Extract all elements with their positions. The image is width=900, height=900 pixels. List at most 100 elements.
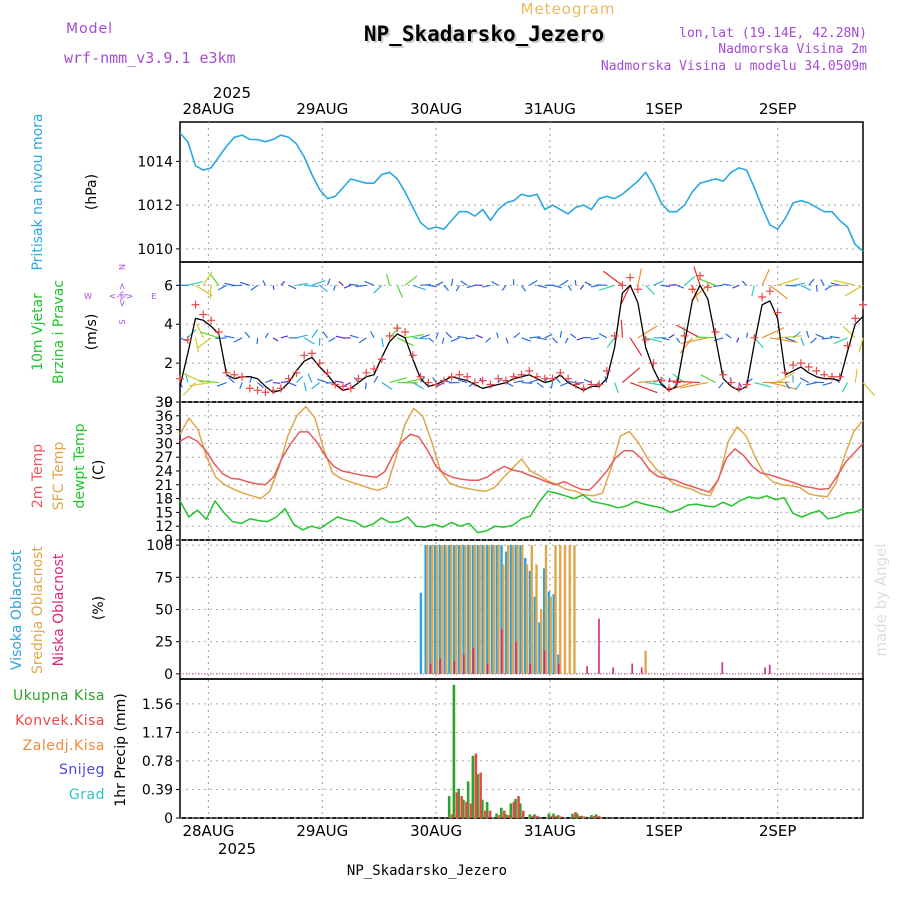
wind-arrow	[575, 381, 584, 384]
wind-arrow	[833, 337, 848, 345]
wind-gust-mark	[455, 370, 464, 379]
precip-bar	[471, 755, 475, 818]
wind-gust-mark	[680, 331, 689, 340]
cloud-bar	[486, 545, 489, 674]
cloud-bar	[476, 545, 480, 674]
wind-arrow	[745, 332, 749, 338]
top-day-label: 28AUG	[182, 100, 234, 118]
wind-arrow	[544, 333, 553, 339]
wind-gust-mark	[323, 368, 332, 377]
cloud-bar	[514, 545, 517, 674]
cloud-bar	[554, 545, 557, 674]
wind-arrow	[196, 323, 204, 339]
temp-ylabel: (C)	[91, 460, 107, 481]
wind-arrow	[829, 335, 840, 339]
wind-arrow	[645, 284, 655, 295]
wind-arrow	[761, 327, 785, 339]
cloud-bar	[552, 594, 555, 674]
wind-arrow	[584, 281, 592, 286]
wind-arrow	[629, 381, 658, 394]
wind-gust-mark	[331, 380, 340, 389]
wind-arrow	[661, 337, 670, 341]
cloud-bar	[543, 568, 546, 674]
wind-gust-mark	[370, 364, 379, 373]
wind-gust-mark	[385, 331, 394, 340]
cloud-bar	[505, 551, 508, 674]
wind-arrow	[629, 337, 643, 357]
wind-gust-mark	[827, 372, 836, 381]
pressure-ylabel: (hPa)	[84, 174, 100, 210]
precip-bar	[517, 796, 520, 818]
wind-arrow	[420, 376, 426, 383]
wind-arrow	[280, 280, 286, 286]
precip-bar	[583, 816, 587, 818]
precip-bar	[495, 813, 498, 818]
wind-arrow	[501, 284, 507, 291]
wind-gust-mark	[253, 386, 262, 395]
wind-arrow	[606, 337, 616, 348]
wind-arrow	[738, 382, 742, 388]
precip-bar	[536, 815, 539, 818]
wind-arrow	[751, 285, 755, 297]
wind-gust-mark	[548, 374, 557, 383]
precip-bar	[552, 813, 555, 818]
wind-ylabel: (m/s)	[84, 314, 100, 351]
cloud-ytick-label: 100	[146, 538, 173, 554]
wind-gust-mark	[401, 328, 410, 336]
wind-arrow	[862, 382, 876, 397]
cloud-bar	[449, 545, 453, 674]
wind-arrow	[824, 284, 833, 291]
wind-arrow	[244, 331, 251, 339]
precip-bar	[509, 803, 513, 818]
wind-gust-mark	[773, 308, 782, 317]
page-title: NP_Skadarsko_Jezero	[366, 24, 606, 48]
wind-arrow	[637, 325, 658, 339]
elevation-label: Nadmorska Visina 2m	[718, 42, 867, 57]
wind-arrow	[815, 333, 825, 339]
wind-arrow	[680, 381, 708, 389]
cloud-bar	[568, 545, 571, 674]
page-title-shadow: NP_Skadarsko_Jezero	[364, 22, 604, 46]
precip-bar	[474, 753, 478, 818]
wind-arrow	[412, 337, 428, 340]
wind-compass: W E <-|-> <-|-> N S	[84, 264, 156, 325]
precip-legend-hail: Grad	[69, 787, 105, 803]
precip-bar	[597, 815, 601, 818]
precip-bar	[528, 814, 532, 818]
wind-arrow	[528, 280, 538, 286]
cloud-bar	[492, 545, 496, 674]
precip-bar	[484, 810, 487, 818]
wind-gust-mark	[672, 378, 681, 387]
wind-arrow	[795, 382, 802, 391]
wind-arrow	[579, 284, 585, 290]
cloud-bar	[429, 545, 432, 674]
wind-gust-mark	[408, 351, 417, 360]
cloud-bar	[439, 658, 441, 674]
wind-arrow	[761, 269, 770, 286]
wind-arrow	[550, 382, 554, 389]
wind-arrow	[830, 282, 840, 286]
wind-arrow	[386, 273, 391, 286]
wind-gust-mark	[432, 380, 441, 389]
wind-arrow	[521, 381, 533, 384]
cloud-bar	[573, 545, 576, 674]
cloud-bar	[424, 545, 427, 674]
wind-arrow	[675, 324, 701, 339]
wind-arrow	[436, 382, 445, 388]
wind-arrow	[712, 284, 724, 288]
wind-gust-mark	[470, 378, 479, 387]
cloud-bar	[533, 596, 536, 674]
precip-bar	[498, 815, 501, 818]
bottom-day-label: 31AUG	[524, 822, 576, 840]
wind-arrow	[695, 336, 716, 339]
cloud-bar	[544, 545, 548, 674]
wind-gust-mark	[688, 285, 697, 294]
wind-title-1: 10m Vjetar	[30, 293, 46, 371]
wind-arrow	[304, 284, 319, 288]
wind-gust-mark	[307, 349, 316, 358]
wind-gust-mark	[804, 363, 813, 371]
wind-arrow	[412, 284, 426, 291]
wind-arrow	[793, 282, 805, 286]
wind-arrow	[698, 278, 716, 286]
top-year-label: 2025	[213, 84, 251, 102]
